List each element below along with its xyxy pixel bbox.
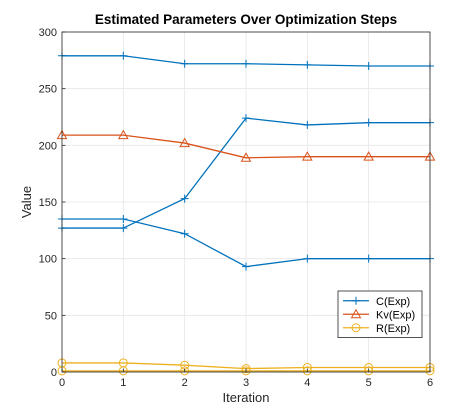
data-point [242,59,250,68]
chart-title: Estimated Parameters Over Optimization S… [95,12,397,27]
y-tick-label: 300 [39,27,57,39]
y-axis-label: Value [19,186,34,218]
x-tick-label: 5 [366,377,372,389]
x-tick-label: 6 [427,377,433,389]
data-point [180,59,189,68]
data-point [119,224,128,233]
y-tick-label: 0 [51,367,57,379]
x-tick-label: 0 [59,377,65,389]
data-point [364,62,373,70]
data-point [363,151,375,161]
data-point [303,120,312,129]
y-tick-label: 200 [39,140,57,152]
data-point [242,114,250,123]
legend-marker [352,296,360,305]
series-line [62,134,430,159]
legend-entry: R(Exp) [376,323,410,335]
data-point [119,215,128,223]
y-axis-ticks: 0 50 100 150 200 250 300 [39,27,66,379]
data-point [364,254,373,263]
x-tick-label: 2 [182,377,188,389]
y-tick-label: 250 [39,84,57,96]
y-tick-label: 50 [45,310,57,322]
data-point [302,366,312,376]
data-point [117,129,129,140]
x-tick-label: 4 [304,377,310,389]
data-point [180,366,190,376]
data-point [303,254,312,263]
y-tick-label: 150 [39,197,57,209]
x-axis-label: Iteration [223,390,270,405]
data-point [242,262,250,271]
data-point [364,118,373,127]
x-axis-ticks: 0 1 2 3 4 5 6 [59,368,433,389]
x-tick-label: 1 [120,377,126,389]
data-point [241,366,251,376]
data-point [240,152,252,162]
data-point [179,137,191,148]
data-point [180,194,189,203]
data-point [364,366,374,376]
data-point [180,229,189,238]
legend: C(Exp)Kv(Exp) R(Exp) [337,290,423,338]
data-point [303,60,312,69]
data-point [119,51,128,60]
data-point [241,364,251,374]
legend-marker [350,308,362,319]
x-tick-label: 3 [243,377,249,389]
data-point [301,151,313,161]
series-3 [56,129,436,162]
y-tick-label: 100 [39,254,57,266]
legend-marker [351,323,361,333]
legend-entry: Kv(Exp) [376,309,415,321]
data-point [118,366,128,376]
legend-entry: C(Exp) [376,296,410,308]
